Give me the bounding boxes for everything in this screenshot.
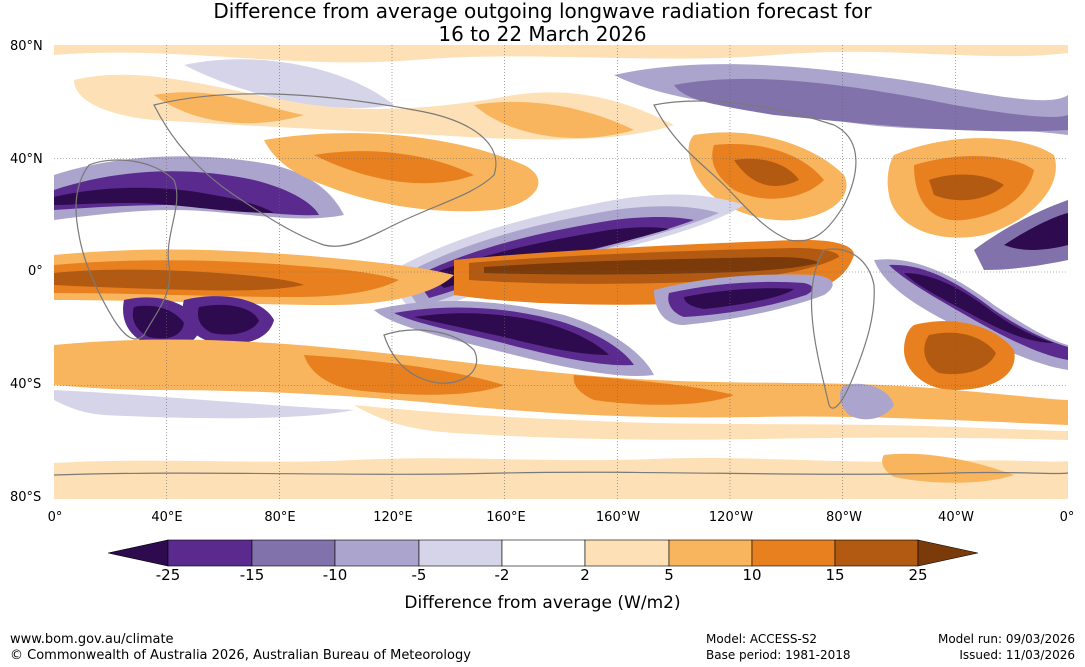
gridlines — [54, 45, 1068, 499]
colorbar-tick: 15 — [825, 566, 845, 584]
lon-label-40e: 40°E — [151, 510, 183, 525]
colorbar-segment-min — [108, 539, 169, 567]
africa-outline — [75, 159, 178, 340]
lat-label-40n: 40°N — [10, 152, 43, 167]
colorbar-tick: 10 — [742, 566, 762, 584]
model-text: Model: ACCESS-S2 — [706, 632, 818, 646]
lat-label-80s: 80°S — [10, 490, 42, 505]
model-run-text: Model run: 09/03/2026 — [937, 632, 1075, 646]
lon-label-40w: 40°W — [938, 510, 974, 525]
colorbar-tick: -10 — [322, 566, 348, 584]
colorbar-segment — [501, 539, 586, 567]
colorbar-tick: -2 — [494, 566, 510, 584]
title-line-1: Difference from average outgoing longwav… — [213, 0, 872, 23]
colorbar-segment — [668, 539, 753, 567]
lon-label-0-end: 0° — [1059, 510, 1075, 525]
olr-anomaly-map — [54, 45, 1068, 499]
colorbar-tick: 25 — [908, 566, 928, 584]
colorbar-tick: -25 — [155, 566, 181, 584]
lon-label-80e: 80°E — [264, 510, 296, 525]
colorbar-tick: 2 — [580, 566, 590, 584]
lon-label-0: 0° — [47, 510, 63, 525]
north-america-outline — [653, 100, 857, 242]
lon-label-120w: 120°W — [708, 510, 754, 525]
title-line-2: 16 to 22 March 2026 — [438, 22, 647, 46]
copyright-text: © Commonwealth of Australia 2026, Austra… — [10, 648, 471, 663]
colorbar — [108, 539, 978, 567]
lat-label-80n: 80°N — [10, 39, 43, 54]
colorbar-label: Difference from average (W/m2) — [404, 593, 681, 613]
colorbar-segment — [334, 539, 420, 567]
colorbar-tick: -5 — [411, 566, 427, 584]
australia-outline — [383, 329, 478, 384]
issued-text: Issued: 11/03/2026 — [959, 648, 1075, 662]
colorbar-segment — [751, 539, 836, 567]
colorbar-tick: 5 — [664, 566, 674, 584]
south-america-outline — [810, 248, 875, 409]
colorbar-segment — [834, 539, 919, 567]
anomaly-fields — [54, 45, 1068, 499]
lon-label-80w: 80°W — [826, 510, 862, 525]
coastlines — [54, 93, 1068, 476]
lon-label-120e: 120°E — [373, 510, 413, 525]
colorbar-segment — [167, 539, 253, 567]
colorbar-tick: -15 — [239, 566, 265, 584]
eurasia-outline — [153, 93, 497, 247]
colorbar-segment — [584, 539, 670, 567]
lat-label-equator: 0° — [28, 264, 43, 279]
lon-label-160e: 160°E — [486, 510, 526, 525]
antarctica-outline — [54, 471, 1068, 476]
lat-label-40s: 40°S — [10, 377, 42, 392]
colorbar-segment-max — [917, 539, 978, 567]
map-title: Difference from average outgoing longwav… — [0, 0, 1085, 46]
colorbar-segment — [418, 539, 503, 567]
lon-label-160w: 160°W — [595, 510, 641, 525]
colorbar-segment — [251, 539, 336, 567]
website-link[interactable]: www.bom.gov.au/climate — [10, 632, 174, 647]
base-period-text: Base period: 1981-2018 — [706, 648, 851, 662]
